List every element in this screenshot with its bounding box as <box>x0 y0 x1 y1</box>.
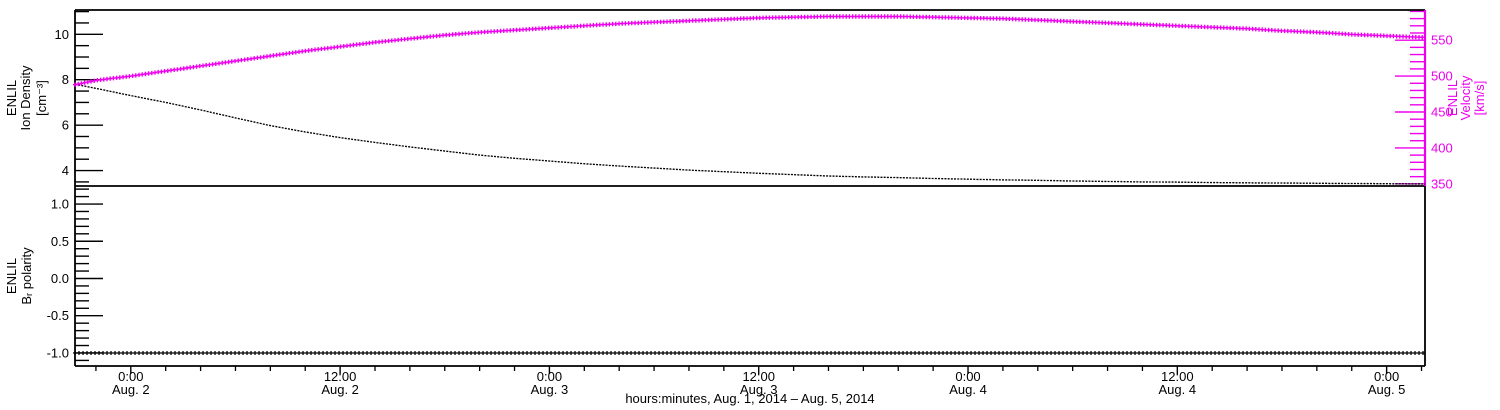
velocity-tick-label: 350 <box>1431 176 1453 191</box>
velocity-tick-label: 500 <box>1431 69 1453 84</box>
density-axis-label-line1: ENLIL <box>4 80 19 116</box>
polarity-tick-label: 1.0 <box>51 197 69 212</box>
x-tick-label-time: 12:00 <box>1161 369 1194 384</box>
x-tick-label-date: Aug. 3 <box>531 382 569 397</box>
x-tick-label-time: 0:00 <box>537 369 562 384</box>
x-tick-label-time: 12:00 <box>324 369 357 384</box>
x-tick-label-time: 12:00 <box>742 369 775 384</box>
velocity-curve <box>73 14 1425 87</box>
velocity-tick-label: 550 <box>1431 33 1453 48</box>
velocity-axis-label-line2: Velocity <box>1458 75 1473 120</box>
polarity-tick-label: -1.0 <box>47 345 69 360</box>
x-tick-label-date: Aug. 5 <box>1368 382 1406 397</box>
x-tick-label-time: 0:00 <box>955 369 980 384</box>
polarity-axis-label-line2: Bᵣ polarity <box>19 247 34 305</box>
x-tick-label-date: Aug. 3 <box>740 382 778 397</box>
x-tick-label-time: 0:00 <box>118 369 143 384</box>
x-axis-title: hours:minutes, Aug. 1, 2014 – Aug. 5, 20… <box>625 391 874 406</box>
x-tick-label-time: 0:00 <box>1374 369 1399 384</box>
generated-plot-elements: 4 6 8 10 350 400 450 500 550 -1.0 -0.5 0.0 0.5 1.0 0:0… <box>47 9 1453 397</box>
velocity-axis-units: [km/s] <box>1472 81 1487 116</box>
polarity-tick-label: -0.5 <box>47 308 69 323</box>
x-tick-label-date: Aug. 4 <box>949 382 987 397</box>
x-tick-label-date: Aug. 2 <box>321 382 359 397</box>
x-tick-label-date: Aug. 2 <box>112 382 150 397</box>
density-tick-label: 8 <box>62 72 69 87</box>
velocity-tick-label: 450 <box>1431 105 1453 120</box>
ion-density-curve <box>74 83 1425 185</box>
polarity-axis-label-line1: ENLIL <box>4 258 19 294</box>
velocity-axis-label-line1: ENLIL <box>1445 80 1460 116</box>
density-tick-label: 10 <box>55 27 69 42</box>
density-axis-units: [cm⁻³] <box>34 80 49 116</box>
br-polarity-curve <box>73 351 1425 355</box>
velocity-tick-label: 400 <box>1431 140 1453 155</box>
density-tick-label: 6 <box>62 118 69 133</box>
density-tick-label: 4 <box>62 163 69 178</box>
polarity-tick-label: 0.5 <box>51 234 69 249</box>
polarity-tick-label: 0.0 <box>51 271 69 286</box>
density-axis-label-line2: Ion Density <box>18 65 33 131</box>
x-tick-label-date: Aug. 4 <box>1159 382 1197 397</box>
